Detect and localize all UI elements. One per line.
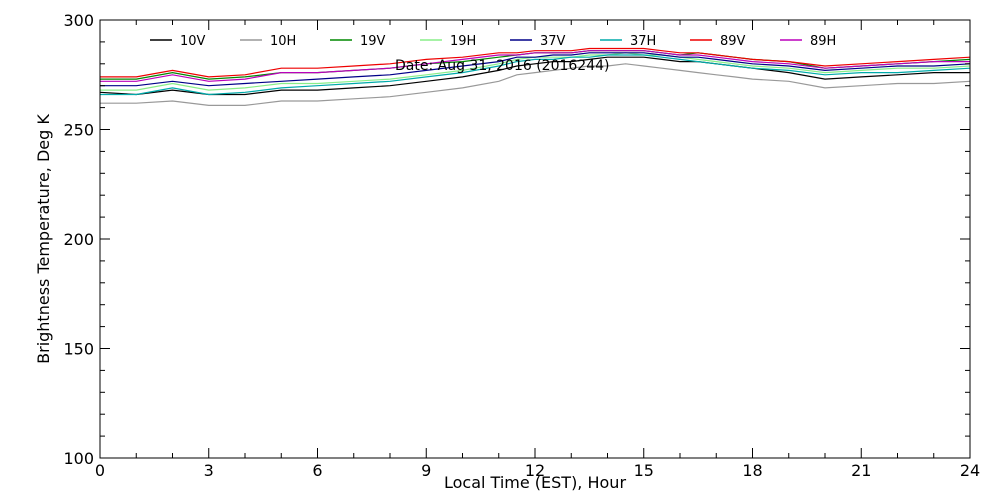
x-tick-label: 12 — [525, 461, 545, 480]
y-tick-label: 300 — [63, 11, 94, 30]
x-tick-label: 0 — [95, 461, 105, 480]
x-tick-label: 21 — [851, 461, 871, 480]
plot-frame — [99, 19, 971, 459]
series-line-37h — [100, 54, 971, 96]
legend-label-19h: 19H — [450, 34, 476, 49]
series-line-10v — [99, 56, 970, 96]
legend-label-37v: 37V — [540, 34, 566, 49]
x-axis-label: Local Time (EST), Hour — [444, 473, 626, 492]
legend: 10V 10H 19V 19H 37V 37H 89V 89H — [150, 34, 836, 49]
legend-label-19v: 19V — [360, 34, 386, 49]
x-tick-label: 6 — [312, 461, 322, 480]
series-layer — [99, 47, 971, 107]
y-tick-label: 100 — [63, 449, 94, 468]
series-line-37v — [100, 52, 971, 87]
legend-label-37h: 37H — [630, 34, 656, 49]
legend-label-10h: 10H — [270, 34, 296, 49]
y-tick-label: 150 — [63, 340, 94, 359]
legend-label-10v: 10V — [180, 34, 206, 49]
legend-label-89v: 89V — [720, 34, 746, 49]
y-axis-label: Brightness Temperature, Deg K — [34, 114, 53, 364]
series-line-89h — [100, 50, 970, 82]
x-tick-label: 9 — [421, 461, 431, 480]
ticks-layer: 0 3 6 9 12 15 18 21 24 100 150 200 250 300 — [63, 11, 980, 480]
legend-label-89h: 89H — [810, 34, 836, 49]
x-tick-label: 24 — [960, 461, 980, 480]
date-annotation: Date: Aug 31, 2016 (2016244) — [395, 58, 609, 74]
series-line-10h — [100, 63, 971, 107]
x-tick-label: 3 — [204, 461, 214, 480]
series-line-89v — [100, 47, 971, 78]
series-line-19h — [100, 52, 971, 91]
y-tick-label: 200 — [63, 230, 94, 249]
y-tick-label: 250 — [63, 121, 94, 140]
x-tick-label: 18 — [742, 461, 762, 480]
x-tick-label: 15 — [634, 461, 654, 480]
